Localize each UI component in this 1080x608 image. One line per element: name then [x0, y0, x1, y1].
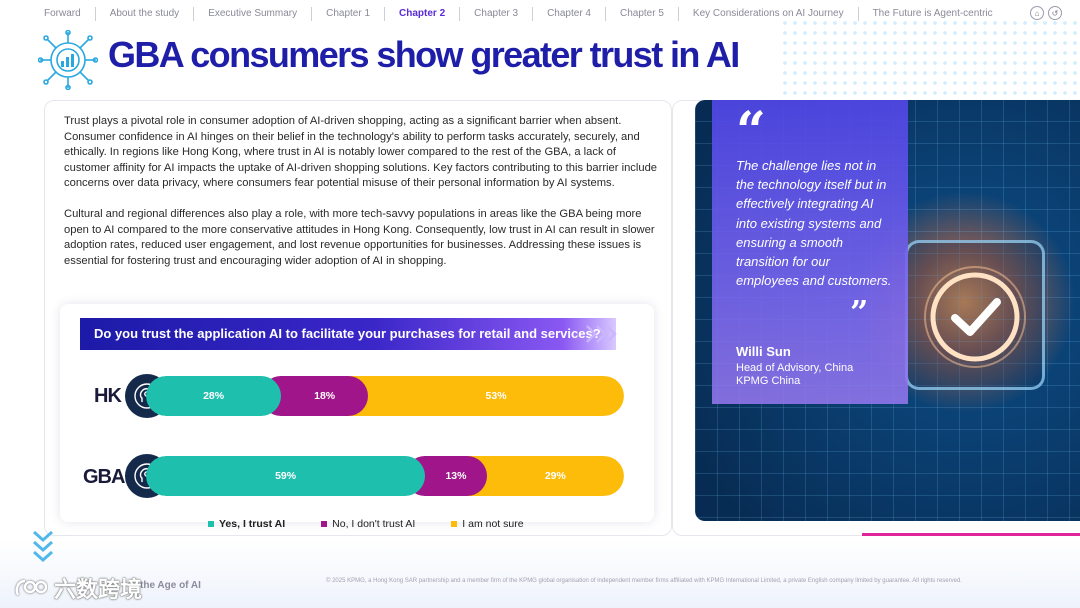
body-paragraph-1: Trust plays a pivotal role in consumer a… [64, 115, 658, 190]
data-label-hk-unsure: 53% [485, 390, 507, 402]
stacked-bar-gba: 59% 13% 29% [146, 456, 624, 496]
chart-title: Do you trust the application AI to facil… [80, 318, 616, 350]
nav-forward[interactable]: Forward [44, 8, 81, 19]
chevron-right-icon [586, 325, 617, 343]
bar-segment-gba-unsure: 29% [466, 456, 624, 496]
data-label-gba-yes: 59% [275, 470, 297, 482]
category-label-gba: GBA [83, 466, 125, 488]
watermark: 六数跨境 [14, 572, 142, 604]
bar-segment-hk-unsure: 53% [348, 376, 624, 416]
body-paragraph-2: Cultural and regional differences also p… [64, 207, 655, 267]
chip-graphic [905, 240, 1045, 390]
legend-item-no: No, I don't trust AI [321, 518, 415, 530]
quote-author-title: Head of Advisory, China [736, 362, 854, 374]
legend-label-yes: Yes, I trust AI [219, 518, 286, 530]
legend-swatch-no [321, 521, 328, 527]
data-label-hk-no: 18% [314, 390, 336, 402]
nav-chapter-1[interactable]: Chapter 1 [311, 7, 384, 21]
stacked-bar-hk: 28% 18% 53% [146, 376, 624, 416]
quote-author-name: Willi Sun [736, 344, 791, 359]
quote-close-icon: ” [850, 293, 869, 331]
data-label-hk-yes: 28% [203, 390, 225, 402]
ai-network-icon [38, 30, 98, 90]
checkmark-badge-icon [924, 266, 1026, 368]
legend-swatch-unsure [451, 521, 458, 527]
quote-text: The challenge lies not in the technology… [736, 158, 892, 289]
bar-segment-hk-yes: 28% [146, 376, 282, 416]
nav-chapter-5[interactable]: Chapter 5 [605, 7, 678, 21]
data-label-gba-no: 13% [445, 470, 467, 482]
nav-future-agent-centric[interactable]: The Future is Agent-centric [857, 7, 1007, 21]
legend-label-unsure: I am not sure [462, 518, 524, 530]
accent-divider [862, 533, 1080, 536]
legend-item-yes: Yes, I trust AI [208, 518, 285, 530]
nav-about-the-study[interactable]: About the study [94, 7, 194, 21]
quote-open-icon: “ [736, 101, 766, 162]
chevron-down-icon[interactable] [32, 528, 54, 564]
chart-legend: Yes, I trust AI No, I don't trust AI I a… [208, 518, 524, 530]
nav-chapter-2[interactable]: Chapter 2 [384, 7, 459, 21]
nav-chapter-3[interactable]: Chapter 3 [459, 7, 532, 21]
dot-pattern-decoration [780, 18, 1080, 108]
nav-chapter-4[interactable]: Chapter 4 [532, 7, 605, 21]
footer-copyright: © 2025 KPMG, a Hong Kong SAR partnership… [326, 578, 962, 584]
footer-report-title: the Age of AI [140, 580, 201, 591]
watermark-text: 六数跨境 [54, 577, 143, 602]
footer-background [0, 540, 1080, 608]
nav-executive-summary[interactable]: Executive Summary [193, 7, 311, 21]
legend-swatch-yes [208, 521, 214, 527]
quote-author-role: Head of Advisory, China KPMG China [736, 362, 906, 388]
category-label-hk: HK [94, 385, 122, 407]
top-navigation: Forward About the study Executive Summar… [0, 0, 1080, 28]
quote-author-company: KPMG China [736, 375, 801, 387]
quote-panel [712, 100, 908, 404]
nav-key-considerations[interactable]: Key Considerations on AI Journey [677, 7, 858, 21]
page-title: GBA consumers show greater trust in AI [108, 34, 740, 75]
watermark-logo-icon [15, 579, 48, 596]
data-label-gba-unsure: 29% [544, 470, 566, 482]
legend-label-no: No, I don't trust AI [332, 518, 416, 530]
bar-segment-gba-yes: 59% [146, 456, 426, 496]
legend-item-unsure: I am not sure [451, 518, 524, 530]
body-text: Trust plays a pivotal role in consumer a… [64, 114, 660, 269]
